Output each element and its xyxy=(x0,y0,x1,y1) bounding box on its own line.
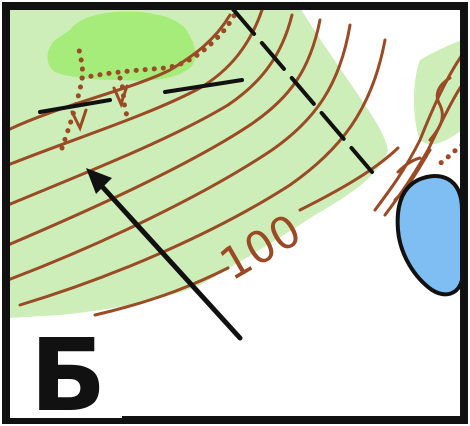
contour-line xyxy=(393,148,432,202)
bright-green-area xyxy=(47,11,196,81)
contour-line xyxy=(8,23,352,282)
contour-lines xyxy=(8,8,462,317)
contour-line xyxy=(298,146,400,212)
contour-line xyxy=(18,38,387,307)
cut-line xyxy=(38,98,112,114)
contour-line xyxy=(396,156,422,174)
contour-line xyxy=(8,13,232,132)
contour-line xyxy=(428,76,452,142)
contour-line xyxy=(8,8,264,167)
depression-symbols xyxy=(70,84,129,132)
north-arrow-icon xyxy=(86,168,243,341)
depression-symbol xyxy=(70,108,88,132)
contour-line xyxy=(8,18,322,247)
contour-line xyxy=(93,266,230,317)
depression-symbol xyxy=(112,84,129,109)
trail-dotted xyxy=(79,8,241,81)
panel-letter-bg xyxy=(10,318,122,418)
lake xyxy=(395,174,462,297)
panel-letter: Б xyxy=(30,317,106,426)
cut-line xyxy=(163,78,244,94)
contour-line xyxy=(8,13,294,207)
boundary-dashed xyxy=(230,8,374,174)
black-lines xyxy=(38,8,374,174)
